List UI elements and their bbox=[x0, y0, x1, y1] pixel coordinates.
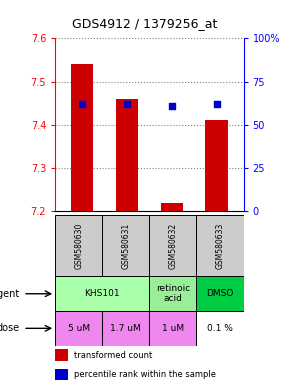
Text: 1.7 uM: 1.7 uM bbox=[110, 324, 141, 333]
Bar bbox=[71, 64, 93, 211]
Text: dose: dose bbox=[0, 323, 19, 333]
Bar bbox=[55, 369, 68, 380]
Text: retinoic
acid: retinoic acid bbox=[156, 284, 190, 303]
Text: 1 uM: 1 uM bbox=[162, 324, 184, 333]
Bar bbox=[102, 311, 149, 346]
Text: GSM580631: GSM580631 bbox=[121, 223, 130, 269]
Bar bbox=[55, 215, 102, 276]
Text: DMSO: DMSO bbox=[206, 289, 234, 298]
Bar bbox=[55, 276, 149, 311]
Text: 5 uM: 5 uM bbox=[68, 324, 90, 333]
Text: transformed count: transformed count bbox=[74, 351, 152, 360]
Bar bbox=[149, 215, 197, 276]
Bar bbox=[196, 276, 244, 311]
Text: percentile rank within the sample: percentile rank within the sample bbox=[74, 370, 216, 379]
Bar bbox=[149, 276, 197, 311]
Bar bbox=[55, 311, 102, 346]
Bar bbox=[196, 215, 244, 276]
Text: GSM580633: GSM580633 bbox=[215, 223, 224, 269]
Text: agent: agent bbox=[0, 289, 19, 299]
Bar bbox=[102, 215, 149, 276]
Point bbox=[169, 103, 174, 109]
Text: 0.1 %: 0.1 % bbox=[207, 324, 233, 333]
Text: KHS101: KHS101 bbox=[84, 289, 120, 298]
Point bbox=[214, 101, 219, 107]
Bar bbox=[116, 99, 138, 211]
Bar bbox=[196, 311, 244, 346]
Bar bbox=[161, 203, 183, 211]
Bar bbox=[55, 349, 68, 361]
Bar bbox=[149, 311, 197, 346]
Text: GSM580632: GSM580632 bbox=[168, 223, 177, 269]
Text: GSM580630: GSM580630 bbox=[74, 223, 83, 269]
Point bbox=[80, 101, 84, 107]
Bar bbox=[205, 121, 228, 211]
Point bbox=[125, 101, 129, 107]
Text: GDS4912 / 1379256_at: GDS4912 / 1379256_at bbox=[72, 17, 218, 30]
